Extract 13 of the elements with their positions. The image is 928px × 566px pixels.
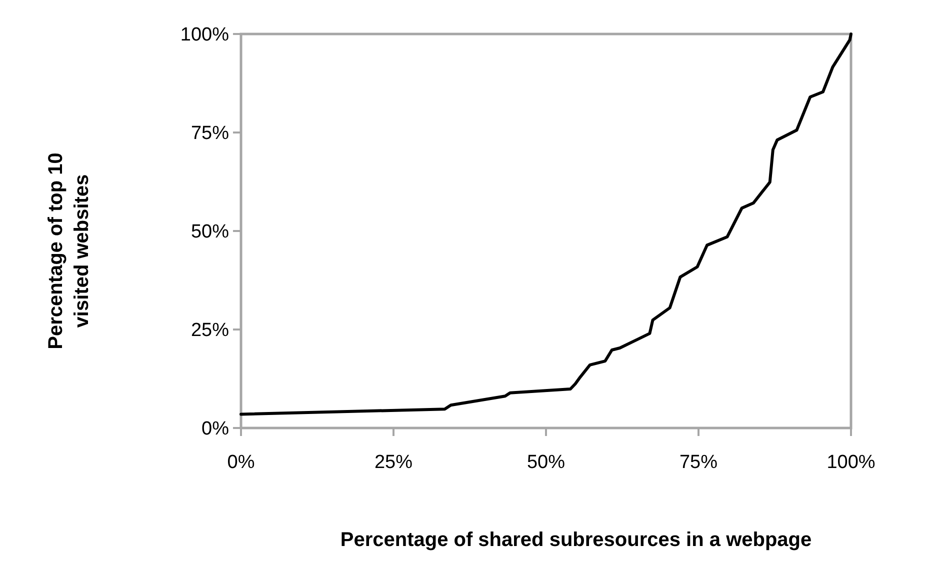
y-tick-label: 50% [190,222,230,243]
x-tick-label: 0% [227,452,255,473]
x-tick-label: 100% [826,452,876,473]
line-series [240,32,852,416]
y-tick-label: 75% [190,123,230,144]
y-tick-label: 25% [190,320,230,342]
y-axis-title: Percentage of top 10 visited websites [45,152,93,350]
x-tick-label: 75% [679,452,718,473]
y-tick-label: 100% [180,24,230,46]
y-tick-label: 0% [202,418,230,440]
x-tick-label: 25% [374,452,413,473]
x-axis-title: Percentage of shared subresources in a webpage [340,529,812,551]
x-tick-label: 50% [526,452,566,473]
